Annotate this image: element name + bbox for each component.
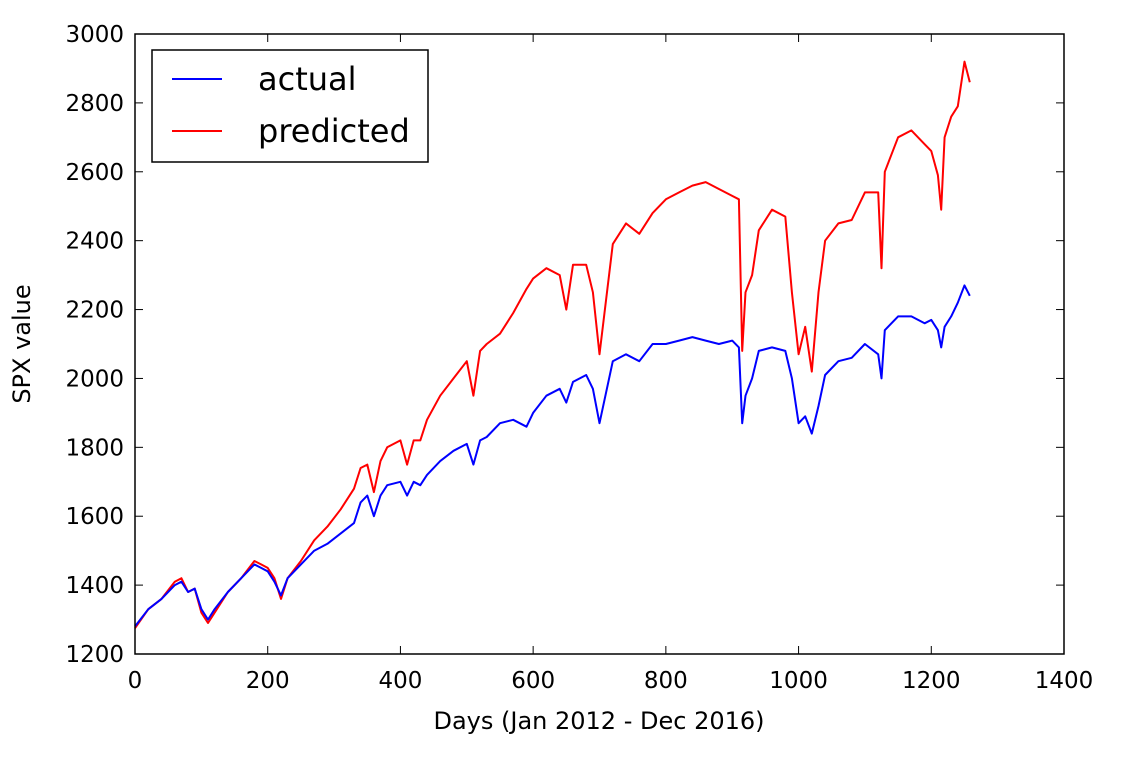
x-tick-label: 800: [644, 668, 688, 694]
x-tick-label: 600: [511, 668, 555, 694]
y-tick-label: 2000: [65, 366, 124, 392]
series-layer: [134, 60, 971, 629]
y-tick-label: 1400: [65, 573, 124, 599]
y-tick-label: 1600: [65, 504, 124, 530]
y-tick-label: 2200: [65, 298, 124, 324]
legend-label-actual: actual: [258, 60, 357, 98]
x-tick-label: 400: [378, 668, 422, 694]
y-tick-label: 1200: [65, 642, 124, 668]
x-tick-label: 1000: [769, 668, 828, 694]
plot-frame: [134, 33, 1065, 655]
x-axis-ticks: 0 200 400 600 800 1000 1200 1400: [128, 34, 1094, 694]
x-tick-label: 1200: [902, 668, 961, 694]
y-tick-label: 2600: [65, 160, 124, 186]
y-tick-label: 1800: [65, 435, 124, 461]
legend-label-predicted: predicted: [258, 112, 410, 150]
y-tick-label: 3000: [65, 22, 124, 48]
series-line-predicted: [134, 60, 971, 629]
y-tick-label: 2400: [65, 229, 124, 255]
x-tick-label: 1400: [1035, 668, 1094, 694]
x-tick-label: 200: [246, 668, 290, 694]
y-tick-label: 2800: [65, 91, 124, 117]
y-axis-label: SPX value: [8, 284, 36, 403]
legend-box: [151, 49, 429, 163]
x-tick-label: 0: [128, 668, 143, 694]
y-axis-ticks: 1200 1400 1600 1800 2000 2200 2400 2600 2800 3000: [65, 22, 1064, 668]
series-line-actual: [134, 284, 971, 628]
x-axis-label: Days (Jan 2012 - Dec 2016): [433, 707, 764, 735]
legend: actual predicted: [151, 49, 429, 163]
